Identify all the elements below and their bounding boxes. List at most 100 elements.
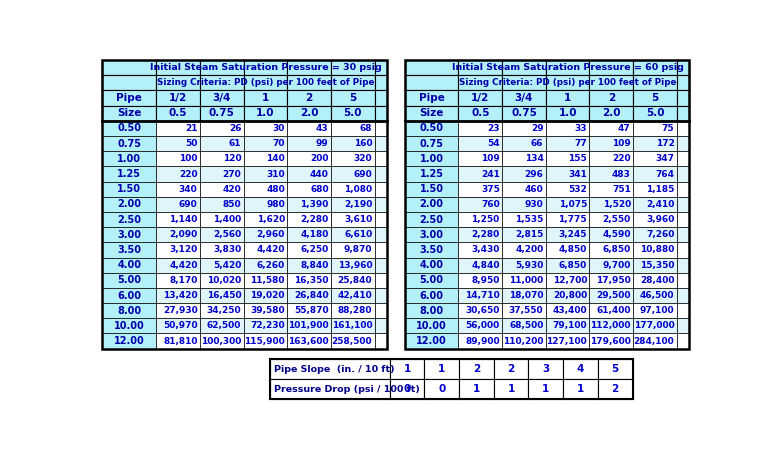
Bar [459, 359, 494, 379]
Bar [590, 136, 633, 151]
Bar [459, 258, 502, 273]
Bar [405, 60, 689, 349]
Text: 2: 2 [507, 364, 515, 374]
Text: 6,250: 6,250 [300, 245, 329, 255]
Text: 347: 347 [655, 154, 675, 163]
Bar [405, 258, 459, 273]
Text: 2.00: 2.00 [117, 199, 141, 209]
Text: 16,450: 16,450 [207, 291, 242, 300]
Bar [287, 318, 331, 334]
Bar [590, 318, 633, 334]
Bar [390, 359, 425, 379]
Text: 680: 680 [310, 185, 329, 194]
Text: 100: 100 [179, 154, 198, 163]
Text: 1,620: 1,620 [257, 215, 285, 224]
Text: 109: 109 [612, 139, 631, 148]
Bar [677, 136, 689, 151]
Bar [103, 60, 387, 349]
Text: 3,610: 3,610 [344, 215, 372, 224]
Bar [287, 136, 331, 151]
Bar [374, 334, 387, 349]
Text: 10,880: 10,880 [640, 245, 675, 255]
Bar [633, 121, 677, 136]
Bar [103, 181, 156, 197]
Text: 2,280: 2,280 [472, 230, 499, 239]
Bar [103, 303, 156, 318]
Text: 1/2: 1/2 [169, 93, 188, 103]
Bar [633, 60, 677, 75]
Bar [244, 273, 287, 288]
Text: 1,535: 1,535 [515, 215, 543, 224]
Bar [156, 90, 200, 106]
Text: 2.50: 2.50 [117, 215, 141, 224]
Text: 109: 109 [481, 154, 499, 163]
Bar [331, 303, 374, 318]
Text: 39,580: 39,580 [250, 306, 285, 315]
Bar [502, 288, 546, 303]
Bar [390, 379, 425, 399]
Bar [103, 227, 156, 242]
Bar [502, 166, 546, 181]
Bar [331, 318, 374, 334]
Text: 1.00: 1.00 [419, 154, 444, 164]
Bar [459, 288, 502, 303]
Text: 0: 0 [404, 384, 411, 394]
Text: 220: 220 [612, 154, 631, 163]
Bar [546, 212, 590, 227]
Text: 6,850: 6,850 [602, 245, 631, 255]
Bar [677, 334, 689, 349]
Text: 1,140: 1,140 [169, 215, 198, 224]
Bar [590, 181, 633, 197]
Bar [546, 90, 590, 106]
Bar [331, 212, 374, 227]
Bar [405, 318, 459, 334]
Bar [633, 75, 677, 90]
Text: 4,200: 4,200 [515, 245, 543, 255]
Bar [459, 197, 502, 212]
Bar [200, 334, 244, 349]
Text: 155: 155 [568, 154, 587, 163]
Text: 751: 751 [612, 185, 631, 194]
Bar [677, 242, 689, 258]
Text: 1: 1 [564, 93, 571, 103]
Text: 20,800: 20,800 [553, 291, 587, 300]
Text: 50: 50 [185, 139, 198, 148]
Bar [502, 121, 546, 136]
Bar [244, 288, 287, 303]
Bar [244, 75, 287, 90]
Bar [103, 75, 156, 90]
Bar [244, 136, 287, 151]
Bar [103, 273, 156, 288]
Bar [103, 121, 156, 136]
Text: 2.50: 2.50 [419, 215, 444, 224]
Bar [502, 212, 546, 227]
Bar [590, 273, 633, 288]
Bar [405, 166, 459, 181]
Text: 4,840: 4,840 [471, 260, 499, 270]
Text: 127,100: 127,100 [547, 336, 587, 345]
Text: 480: 480 [266, 185, 285, 194]
Bar [677, 60, 689, 75]
Text: 0.75: 0.75 [511, 108, 537, 118]
Text: 375: 375 [481, 185, 499, 194]
Bar [590, 242, 633, 258]
Bar [287, 242, 331, 258]
Text: Initial Steam Saturation Pressure = 60 psig: Initial Steam Saturation Pressure = 60 p… [452, 63, 683, 72]
Bar [200, 90, 244, 106]
Bar [405, 75, 459, 90]
Bar [331, 60, 374, 75]
Bar [546, 75, 590, 90]
Text: 68,500: 68,500 [509, 321, 543, 330]
Text: 61,400: 61,400 [596, 306, 631, 315]
Text: 8,950: 8,950 [472, 276, 499, 285]
Bar [287, 75, 331, 90]
Text: 161,100: 161,100 [332, 321, 372, 330]
Bar [677, 106, 689, 121]
Bar [331, 121, 374, 136]
Bar [103, 334, 156, 349]
Text: 112,000: 112,000 [591, 321, 631, 330]
Text: 1.00: 1.00 [117, 154, 141, 164]
Bar [546, 151, 590, 166]
Bar [502, 197, 546, 212]
Bar [546, 258, 590, 273]
